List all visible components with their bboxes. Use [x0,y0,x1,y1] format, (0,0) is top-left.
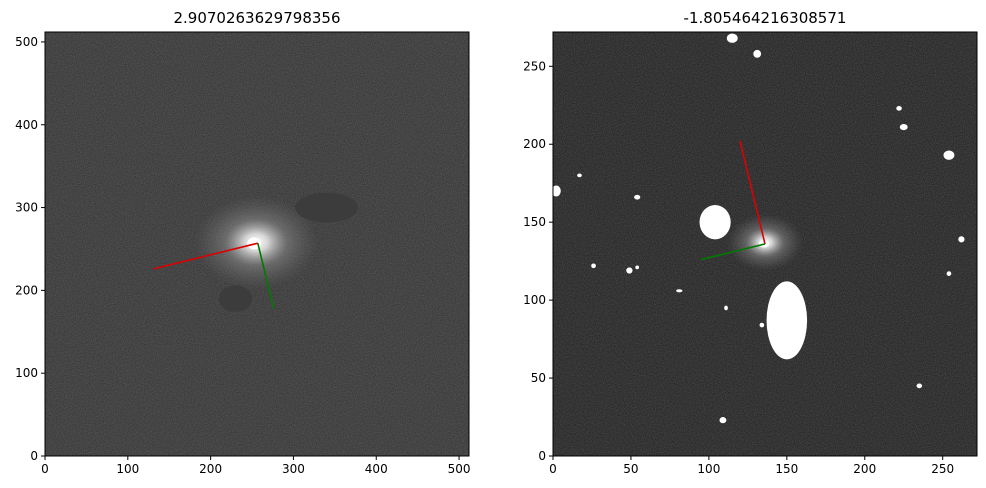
masked-source [591,263,596,269]
x-tick-label: 50 [623,462,638,476]
y-tick-label: 100 [523,293,546,307]
x-tick-label: 200 [853,462,876,476]
masked-source [626,267,633,274]
chart-title: 2.9070263629798356 [173,9,340,27]
y-tick-label: 400 [15,118,38,132]
y-tick-label: 100 [15,366,38,380]
masked-source [726,33,738,43]
masked-source [634,194,641,200]
x-tick-label: 200 [199,462,222,476]
masked-source [699,205,731,240]
axis-line [153,242,259,270]
x-tick-label: 250 [931,462,954,476]
masked-source [766,281,808,360]
x-tick-label: 300 [282,462,305,476]
masked-source [753,49,762,58]
masked-source [295,192,359,223]
panel-1: 0 100 200 300 400 500 0 100 200 300 400 500 2.907026… [15,9,470,476]
masked-source [676,289,683,293]
masked-source [943,150,955,160]
masked-source [577,173,582,178]
y-tick-label: 0 [30,449,38,463]
axis-line [739,140,766,245]
axes-frame [44,31,470,457]
image-area [45,32,469,456]
x-tick-label: 100 [116,462,139,476]
panel-2: 0 50 100 150 200 250 0 50 100 150 200 250 -1.8054642… [523,9,978,476]
y-tick-label: 250 [523,59,546,73]
y-tick-label: 300 [15,201,38,215]
y-tick-label: 150 [523,215,546,229]
masked-source [635,265,640,270]
masked-source [946,271,952,276]
masked-source [958,236,965,243]
axis-line [257,242,275,309]
y-tick-label: 200 [15,283,38,297]
x-tick-label: 100 [697,462,720,476]
x-tick-label: 0 [549,462,557,476]
axis-line [700,243,766,261]
masked-source [759,322,765,328]
axes-frame [552,31,978,457]
y-tick-label: 200 [523,137,546,151]
masked-source [896,106,902,111]
x-tick-label: 500 [448,462,471,476]
y-tick-label: 50 [531,371,546,385]
x-tick-label: 400 [365,462,388,476]
y-tick-label: 500 [15,35,38,49]
masked-source [553,185,561,197]
image-area [553,32,977,456]
y-tick-label: 0 [538,449,546,463]
masked-source [719,417,727,424]
masked-source [724,305,728,311]
x-tick-label: 150 [775,462,798,476]
masked-source [218,285,253,312]
chart-title: -1.805464216308571 [684,9,847,27]
masked-source [899,123,908,131]
x-tick-label: 0 [41,462,49,476]
masked-source [916,383,923,389]
